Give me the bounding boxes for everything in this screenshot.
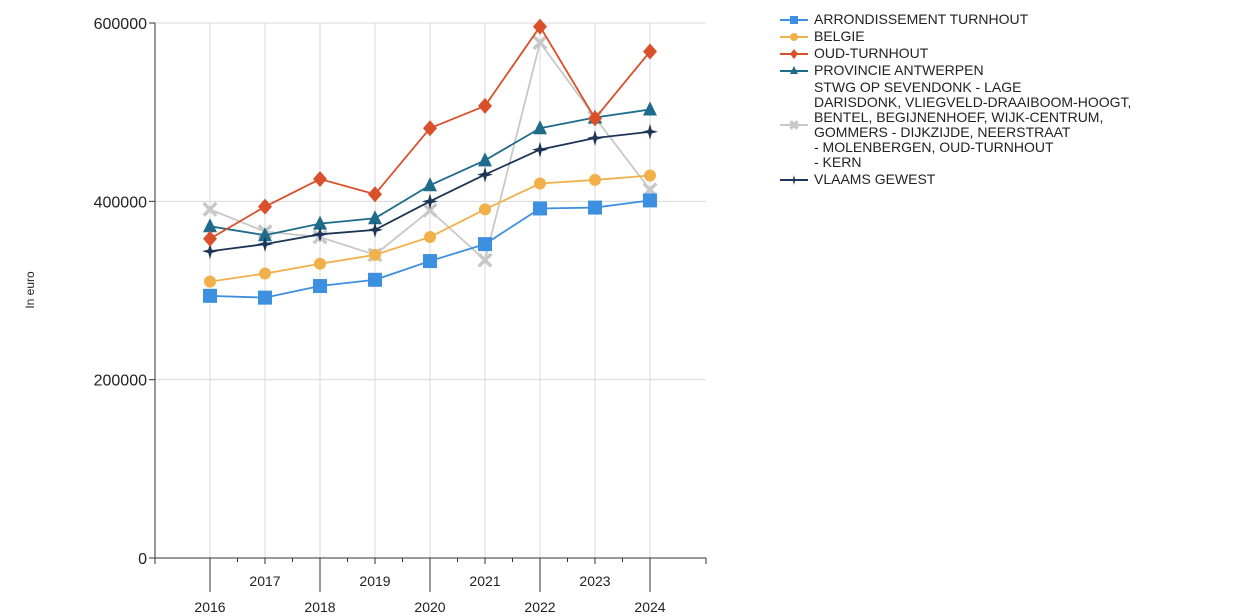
data-point [532, 141, 548, 158]
data-point [258, 198, 272, 215]
data-point [202, 243, 218, 260]
data-point [312, 226, 328, 243]
legend-marker [790, 65, 798, 74]
data-point [367, 221, 383, 238]
data-point [642, 123, 658, 140]
data-point [643, 193, 657, 208]
data-point [643, 101, 657, 116]
data-point [589, 173, 601, 186]
data-point [588, 110, 602, 127]
series-5 [202, 123, 658, 260]
data-point [368, 210, 382, 225]
x-tick-labels: 2016 2017 2018 2019 2020 2021 2022 2023 2024 [194, 573, 665, 615]
data-point [258, 290, 272, 305]
data-point [423, 120, 437, 137]
data-point [534, 177, 546, 190]
data-point [313, 171, 327, 188]
data-point [259, 267, 271, 280]
data-point [478, 97, 492, 114]
legend-marker [790, 15, 798, 24]
x-tick-label: 2021 [469, 573, 500, 589]
data-point [423, 254, 437, 269]
x-tick-label: 2016 [194, 599, 225, 615]
legend-item: BELGIE [780, 29, 1230, 44]
legend-swatch [780, 15, 808, 24]
data-point [202, 201, 218, 217]
x-tick-label: 2023 [579, 573, 610, 589]
x-tick-label: 2019 [359, 573, 390, 589]
data-point [643, 43, 657, 60]
data-point [368, 272, 382, 287]
data-point [424, 231, 436, 243]
data-point [478, 152, 492, 167]
x-tick-label: 2018 [304, 599, 335, 615]
legend-label: BELGIE [814, 28, 865, 44]
data-point [368, 186, 382, 203]
y-axis-label: In euro [23, 271, 37, 309]
legend-label: VLAAMS GEWEST [814, 171, 936, 187]
y-tick-label: 200000 [94, 373, 147, 390]
x-tick-label: 2024 [634, 599, 665, 615]
y-tick-label: 400000 [94, 194, 147, 211]
axes [149, 22, 707, 592]
data-point [479, 203, 491, 216]
legend-swatch [780, 174, 808, 185]
series-0 [203, 193, 657, 305]
data-point [422, 202, 438, 218]
legend-marker [790, 48, 798, 59]
legend-swatch [780, 65, 808, 74]
data-point [533, 18, 547, 35]
legend-swatch [780, 48, 808, 59]
grid [155, 22, 706, 558]
legend-item: VLAAMS GEWEST [780, 172, 1230, 187]
y-tick-labels: 0 200000 400000 600000 [94, 16, 147, 568]
series-layer [202, 18, 658, 305]
legend-item: STWG OP SEVENDONK - LAGE DARISDONK, VLIE… [780, 80, 1230, 170]
data-point [587, 130, 603, 147]
data-point [533, 201, 547, 216]
legend-item: OUD-TURNHOUT [780, 46, 1230, 61]
data-point [644, 169, 656, 182]
legend-label: PROVINCIE ANTWERPEN [814, 62, 984, 78]
series-2 [203, 18, 657, 247]
data-point [423, 177, 437, 192]
legend-swatch [780, 120, 808, 130]
data-point [478, 237, 492, 252]
data-point [533, 120, 547, 135]
y-tick-label: 0 [138, 551, 147, 568]
x-tick-label: 2022 [524, 599, 555, 615]
data-point [203, 218, 217, 233]
legend-marker [790, 32, 798, 41]
legend-swatch [780, 32, 808, 41]
data-point [313, 215, 327, 230]
legend-item: ARRONDISSEMENT TURNHOUT [780, 12, 1230, 27]
y-tick-label: 600000 [94, 16, 147, 33]
data-point [313, 279, 327, 294]
line-chart: 0 200000 400000 600000 2016 2017 2018 2019 2020… [23, 16, 707, 615]
legend-marker [789, 174, 799, 185]
data-point [477, 166, 493, 183]
data-point [532, 35, 548, 51]
data-point [203, 230, 217, 247]
data-point [204, 275, 216, 288]
legend-item: PROVINCIE ANTWERPEN [780, 63, 1230, 78]
data-point [257, 236, 273, 253]
data-point [588, 200, 602, 215]
data-point [477, 252, 493, 268]
legend-marker [789, 120, 799, 130]
data-point [314, 257, 326, 270]
legend-label: OUD-TURNHOUT [814, 45, 929, 61]
data-point [369, 248, 381, 261]
legend: ARRONDISSEMENT TURNHOUT BELGIE OUD-TURNHOU… [780, 12, 1230, 189]
data-point [422, 193, 438, 210]
data-point [203, 288, 217, 303]
data-point [258, 227, 272, 242]
x-tick-label: 2020 [414, 599, 445, 615]
series-1 [204, 169, 656, 288]
legend-label: STWG OP SEVENDONK - LAGE DARISDONK, VLIE… [814, 79, 1132, 170]
legend-label: ARRONDISSEMENT TURNHOUT [814, 11, 1029, 27]
x-tick-label: 2017 [249, 573, 280, 589]
